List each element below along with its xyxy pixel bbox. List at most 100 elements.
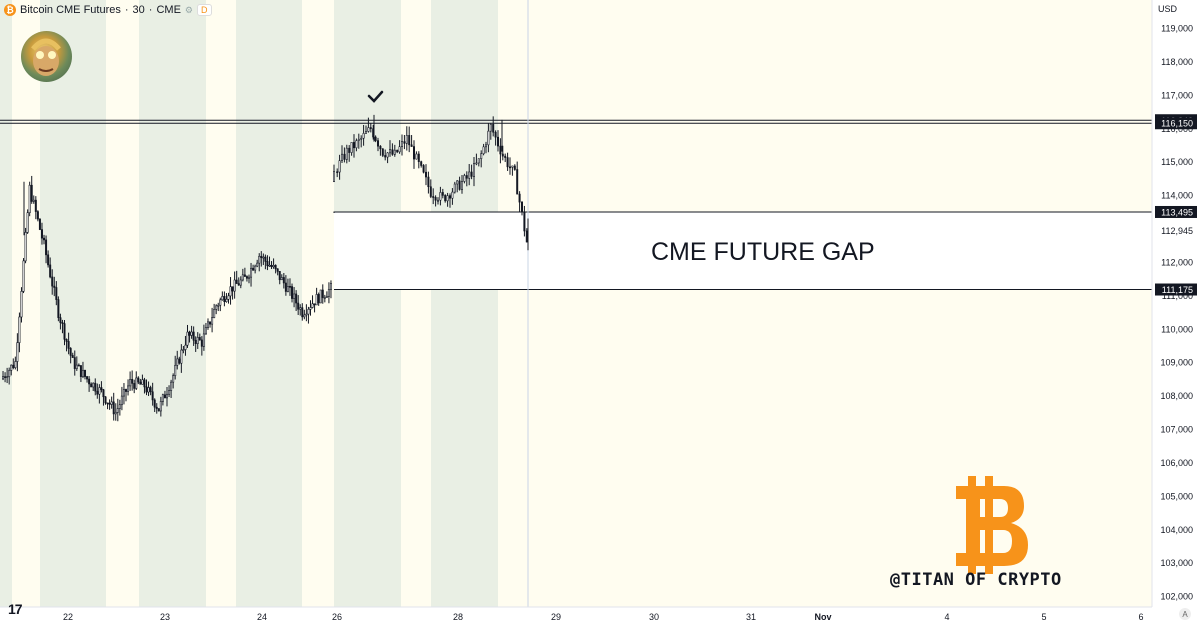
candle bbox=[309, 307, 312, 310]
candle bbox=[4, 376, 7, 378]
session-band bbox=[431, 0, 498, 607]
y-tick-label: 117,000 bbox=[1161, 90, 1193, 100]
candle bbox=[110, 401, 113, 405]
candle bbox=[303, 314, 306, 318]
candle bbox=[38, 218, 41, 230]
candle bbox=[424, 171, 427, 178]
candle bbox=[482, 146, 485, 155]
price-axis[interactable] bbox=[1152, 0, 1199, 623]
candle bbox=[239, 279, 242, 286]
candle bbox=[400, 141, 403, 148]
candle bbox=[79, 365, 82, 377]
candle bbox=[286, 286, 289, 292]
candle bbox=[186, 331, 189, 346]
candle bbox=[168, 390, 171, 395]
candle bbox=[388, 149, 391, 154]
candle bbox=[219, 299, 222, 306]
y-tick-label: 107,000 bbox=[1160, 425, 1193, 435]
time-axis[interactable] bbox=[0, 607, 1152, 623]
candle bbox=[379, 145, 382, 150]
x-tick-label: 6 bbox=[1138, 612, 1143, 622]
price-label[interactable]: 112,945 bbox=[1155, 224, 1197, 237]
candle bbox=[408, 135, 411, 146]
candle bbox=[336, 171, 339, 174]
candle bbox=[63, 323, 66, 340]
candle bbox=[343, 153, 346, 160]
x-tick-label: 24 bbox=[257, 612, 267, 622]
candle bbox=[499, 145, 502, 155]
candle bbox=[422, 165, 425, 173]
x-tick-label: 5 bbox=[1041, 612, 1046, 622]
candle bbox=[299, 307, 302, 310]
auto-scale-button[interactable]: A bbox=[1179, 608, 1191, 620]
candle bbox=[149, 387, 152, 393]
candle bbox=[362, 133, 365, 139]
candle bbox=[417, 153, 420, 162]
y-tick-label: 110,000 bbox=[1161, 324, 1193, 334]
currency-label[interactable]: USD bbox=[1157, 4, 1177, 14]
y-tick-label: 111,000 bbox=[1162, 291, 1193, 301]
session-band bbox=[236, 0, 302, 607]
candle bbox=[235, 279, 238, 284]
candle bbox=[137, 377, 140, 383]
candle bbox=[256, 262, 259, 267]
candle bbox=[501, 153, 504, 157]
gap-box[interactable] bbox=[334, 211, 1152, 290]
price-label[interactable]: 113,495 bbox=[1155, 205, 1197, 218]
candle bbox=[170, 381, 173, 391]
candle bbox=[451, 191, 454, 199]
candle bbox=[147, 387, 150, 393]
candle bbox=[129, 379, 132, 387]
candle bbox=[458, 180, 461, 190]
candle bbox=[59, 317, 62, 323]
price-label[interactable]: 116,150 bbox=[1155, 117, 1197, 130]
candle bbox=[321, 289, 324, 298]
candle bbox=[112, 401, 115, 415]
y-tick-label: 102,000 bbox=[1160, 592, 1193, 602]
candle bbox=[102, 389, 105, 398]
candle bbox=[352, 142, 355, 149]
y-tick-label: 104,000 bbox=[1160, 525, 1193, 535]
candle bbox=[376, 140, 379, 147]
symbol-header[interactable]: ₿ Bitcoin CME Futures · 30 · CME ⚙ D bbox=[4, 2, 212, 18]
candle bbox=[57, 299, 60, 318]
candle bbox=[18, 316, 21, 343]
candle bbox=[45, 239, 48, 256]
candle bbox=[22, 260, 25, 292]
y-tick-label: 118,000 bbox=[1161, 57, 1193, 67]
tradingview-logo-icon[interactable]: 17 bbox=[8, 601, 23, 617]
candle bbox=[489, 124, 492, 132]
candle bbox=[468, 171, 471, 179]
session-band bbox=[0, 0, 12, 607]
candle bbox=[100, 387, 103, 391]
session-band bbox=[334, 0, 401, 607]
checkmark-icon bbox=[367, 90, 384, 103]
candle bbox=[323, 297, 326, 299]
interval-label[interactable]: 30 bbox=[132, 4, 145, 16]
candle bbox=[94, 382, 97, 392]
price-label[interactable]: 111,175 bbox=[1155, 283, 1197, 296]
candle bbox=[155, 406, 158, 409]
candle bbox=[133, 383, 136, 389]
candle bbox=[398, 146, 401, 153]
x-tick-label: Nov bbox=[814, 612, 831, 622]
candle bbox=[88, 378, 91, 385]
candle bbox=[8, 370, 11, 377]
candle bbox=[174, 365, 177, 376]
candle bbox=[237, 283, 240, 286]
delayed-badge[interactable]: D bbox=[197, 4, 212, 16]
candle bbox=[108, 402, 111, 405]
candle bbox=[176, 358, 179, 366]
candle bbox=[434, 197, 437, 201]
data-status-icon[interactable]: ⚙ bbox=[184, 4, 193, 15]
candle bbox=[504, 155, 507, 158]
candle bbox=[245, 276, 248, 279]
candle bbox=[135, 377, 138, 389]
candle bbox=[24, 232, 27, 262]
candle bbox=[215, 305, 218, 310]
candle bbox=[213, 309, 216, 318]
candle bbox=[96, 390, 99, 395]
candle bbox=[391, 149, 394, 155]
exchange-label: CME bbox=[156, 4, 181, 16]
